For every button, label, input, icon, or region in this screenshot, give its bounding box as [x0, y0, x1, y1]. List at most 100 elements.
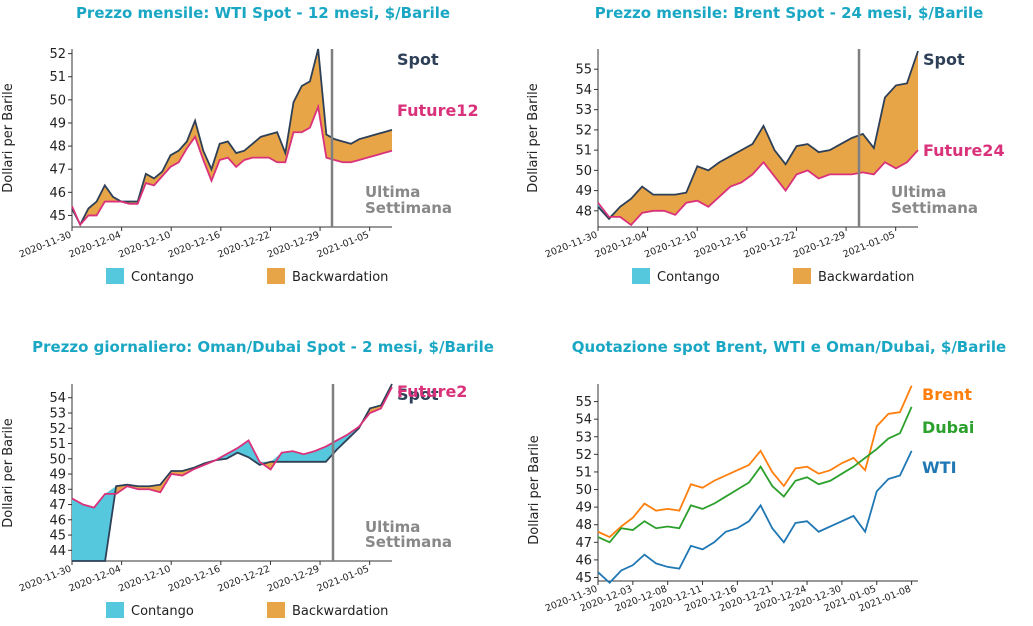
x-tick-label: 2020-12-04: [67, 230, 122, 261]
y-tick-label: 52: [49, 422, 66, 437]
y-axis-label: Dollari per Barile: [1, 83, 16, 192]
y-tick-label: 49: [575, 501, 592, 516]
x-tick-label: 2020-12-16: [167, 230, 222, 261]
x-tick-label: 2021-01-05: [315, 230, 370, 261]
series-label-brent: Brent: [922, 385, 972, 404]
contango-area: [72, 49, 392, 225]
x-tick-label: 2020-12-16: [693, 230, 748, 261]
backwardation-area: [72, 49, 392, 225]
series-line-spot: [597, 50, 919, 221]
series-label-future24: Future24: [923, 141, 1005, 160]
y-tick-label: 54: [575, 83, 592, 98]
x-tick-label: 2020-12-29: [266, 230, 321, 261]
x-tick-label: 2020-12-22: [742, 230, 797, 261]
legend-swatch-contango: [106, 602, 124, 618]
series-line-brent: [597, 385, 913, 539]
series-label-dubai: Dubai: [922, 418, 974, 437]
y-tick-label: 51: [575, 144, 592, 159]
y-axis-label: Dollari per Barile: [1, 418, 16, 527]
y-tick-label: 52: [575, 123, 592, 138]
chart-title: Quotazione spot Brent, WTI e Oman/Dubai,…: [572, 338, 1006, 356]
x-tick-label: 2020-12-16: [167, 564, 222, 595]
series-line-spot: [71, 48, 393, 227]
chart-title: Prezzo mensile: WTI Spot - 12 mesi, $/Ba…: [76, 4, 450, 22]
y-tick-label: 50: [575, 483, 592, 498]
annotation-line2: Settimana: [365, 199, 452, 217]
y-tick-label: 46: [575, 553, 592, 568]
y-axis-label: Dollari per Barile: [527, 435, 542, 544]
y-tick-label: 49: [575, 184, 592, 199]
chart-wti-monthly: Prezzo mensile: WTI Spot - 12 mesi, $/Ba…: [1, 4, 479, 285]
x-tick-label: 2021-01-05: [841, 230, 896, 261]
x-tick-label: 2020-12-22: [216, 564, 271, 595]
legend-label-contango: Contango: [657, 270, 720, 285]
legend-label-backwardation: Backwardation: [292, 604, 388, 619]
x-tick-label: 2020-12-10: [117, 564, 172, 595]
series-line-future12: [71, 103, 393, 227]
y-axis-label: Dollari per Barile: [526, 83, 541, 192]
legend-swatch-contango: [106, 268, 124, 284]
y-tick-label: 48: [575, 518, 592, 533]
y-tick-label: 51: [575, 465, 592, 480]
series-line-spot: [72, 383, 393, 562]
backwardation-area: [598, 51, 918, 225]
x-tick-label: 2020-12-04: [67, 564, 122, 595]
y-tick-label: 54: [575, 413, 592, 428]
series-line-wti: [597, 450, 913, 585]
annotation-line1: Ultima: [365, 183, 420, 201]
x-tick-label: 2020-11-30: [544, 230, 599, 261]
legend-label-backwardation: Backwardation: [292, 270, 388, 285]
y-tick-label: 48: [49, 140, 66, 155]
y-tick-label: 50: [49, 93, 66, 108]
x-tick-label: 2020-12-04: [593, 230, 648, 261]
series-label-wti: WTI: [922, 458, 957, 477]
x-tick-label: 2020-11-30: [18, 230, 73, 261]
legend-swatch-backwardation: [267, 602, 285, 618]
y-tick-label: 54: [49, 391, 66, 406]
y-tick-label: 47: [575, 536, 592, 551]
y-tick-label: 45: [575, 571, 592, 586]
y-tick-label: 47: [49, 498, 66, 513]
annotation-line1: Ultima: [891, 183, 946, 201]
chart-brent-monthly: Prezzo mensile: Brent Spot - 24 mesi, $/…: [526, 4, 1005, 285]
y-tick-label: 45: [49, 529, 66, 544]
y-tick-label: 46: [49, 513, 66, 528]
y-tick-label: 49: [49, 116, 66, 131]
annotation-line2: Settimana: [365, 533, 452, 551]
series-label-spot: Spot: [397, 385, 439, 404]
series-label-spot: Spot: [923, 50, 965, 69]
backwardation-area: [72, 384, 392, 508]
x-tick-label: 2020-12-29: [266, 564, 321, 595]
x-tick-label: 2021-01-05: [315, 564, 370, 595]
legend-swatch-contango: [632, 268, 650, 284]
y-tick-label: 53: [49, 406, 66, 421]
chart-spot-comparison: Quotazione spot Brent, WTI e Oman/Dubai,…: [527, 338, 1006, 614]
chart-dubai-daily: Prezzo giornaliero: Oman/Dubai Spot - 2 …: [1, 338, 494, 619]
series-line-future2: [71, 386, 393, 509]
y-tick-label: 50: [575, 164, 592, 179]
y-tick-label: 50: [49, 452, 66, 467]
y-tick-label: 55: [575, 63, 592, 78]
y-tick-label: 48: [49, 483, 66, 498]
legend-label-contango: Contango: [131, 270, 194, 285]
annotation-line2: Settimana: [891, 199, 978, 217]
y-tick-label: 48: [575, 204, 592, 219]
x-tick-label: 2020-11-30: [18, 564, 73, 595]
contango-area: [72, 384, 392, 561]
y-tick-label: 47: [49, 163, 66, 178]
series-label-future2: Future2: [397, 382, 467, 401]
y-tick-label: 55: [575, 395, 592, 410]
legend-swatch-backwardation: [793, 268, 811, 284]
y-tick-label: 53: [575, 103, 592, 118]
y-tick-label: 45: [49, 209, 66, 224]
legend-label-backwardation: Backwardation: [818, 270, 914, 285]
chart-title: Prezzo mensile: Brent Spot - 24 mesi, $/…: [595, 4, 984, 22]
y-tick-label: 49: [49, 468, 66, 483]
y-tick-label: 52: [575, 448, 592, 463]
y-tick-label: 46: [49, 186, 66, 201]
series-label-spot: Spot: [397, 50, 439, 69]
series-line-future24: [597, 149, 919, 227]
chart-title: Prezzo giornaliero: Oman/Dubai Spot - 2 …: [32, 338, 494, 356]
y-tick-label: 44: [49, 544, 66, 559]
